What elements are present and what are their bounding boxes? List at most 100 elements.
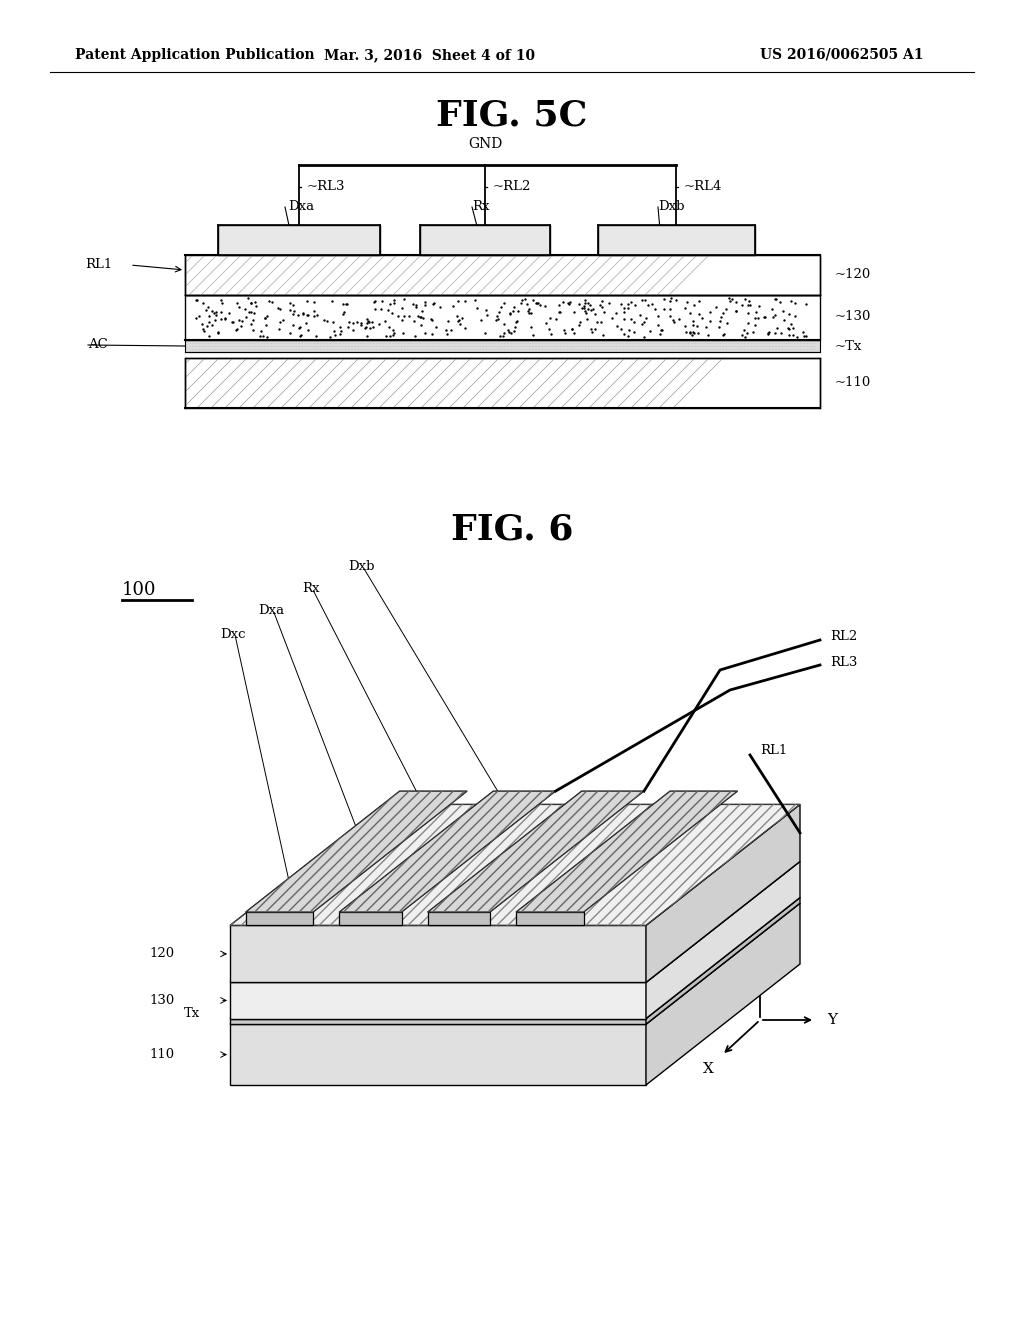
Point [623, 308, 639, 329]
Bar [598, 224, 755, 255]
Polygon shape [646, 903, 800, 1085]
Point [712, 310, 728, 331]
Point [740, 294, 757, 315]
Point [501, 321, 517, 342]
Point [572, 312, 589, 333]
Point [423, 309, 439, 330]
Point [241, 301, 257, 322]
Point [285, 314, 301, 335]
Point [780, 304, 797, 325]
Point [217, 308, 233, 329]
Point [327, 325, 343, 346]
Point [624, 290, 640, 312]
Point [783, 314, 800, 335]
Point [336, 302, 352, 323]
Text: Dxb: Dxb [348, 561, 375, 573]
Point [237, 298, 253, 319]
Point [227, 319, 244, 341]
Point [357, 318, 374, 339]
Point [685, 310, 701, 331]
Point [293, 325, 309, 346]
Point [248, 296, 264, 317]
Point [739, 302, 756, 323]
Point [413, 306, 429, 327]
Point [208, 304, 224, 325]
Point [365, 312, 381, 333]
Point [263, 292, 280, 313]
Point [344, 312, 360, 333]
Point [587, 319, 603, 341]
Point [224, 312, 241, 333]
Point [666, 312, 682, 333]
Bar [185, 294, 820, 341]
Point [500, 319, 516, 341]
Point [522, 317, 539, 338]
Point [255, 326, 271, 347]
Point [583, 318, 599, 339]
Point [214, 292, 230, 313]
Point [502, 302, 518, 323]
Text: ~RL4: ~RL4 [684, 181, 722, 194]
Point [681, 321, 697, 342]
Point [649, 314, 666, 335]
Point [701, 310, 718, 331]
Point [390, 305, 407, 326]
Point [756, 306, 772, 327]
Point [201, 306, 217, 327]
Point [246, 319, 262, 341]
Point [785, 318, 802, 339]
Point [259, 326, 275, 347]
Point [608, 315, 625, 337]
Point [438, 319, 455, 341]
Point [386, 292, 402, 313]
Point [636, 312, 652, 333]
Point [580, 298, 596, 319]
Point [190, 305, 207, 326]
Point [285, 294, 301, 315]
Polygon shape [230, 903, 800, 1024]
Point [200, 297, 216, 318]
Point [221, 302, 238, 323]
Point [711, 317, 727, 338]
Point [425, 292, 441, 313]
Point [738, 323, 755, 345]
Point [383, 302, 399, 323]
Point [260, 290, 276, 312]
Point [655, 298, 672, 319]
Point [468, 297, 484, 318]
Point [780, 325, 797, 346]
Point [663, 305, 679, 326]
Point [295, 302, 311, 323]
Point [477, 322, 494, 343]
Text: RL1: RL1 [85, 259, 113, 272]
Point [335, 293, 351, 314]
Point [506, 321, 522, 342]
Point [620, 297, 636, 318]
Point [700, 325, 717, 346]
Point [637, 289, 653, 310]
Point [213, 289, 229, 310]
Point [768, 317, 784, 338]
Point [787, 305, 804, 326]
Text: US 2016/0062505 A1: US 2016/0062505 A1 [760, 48, 924, 62]
Point [377, 310, 393, 331]
Point [252, 326, 268, 347]
Point [382, 325, 398, 346]
Point [752, 296, 768, 317]
Point [745, 322, 762, 343]
Point [760, 322, 776, 343]
Point [243, 314, 259, 335]
Point [612, 293, 629, 314]
Point [781, 318, 798, 339]
Point [243, 293, 259, 314]
Point [406, 310, 422, 331]
Point [788, 326, 805, 347]
Point [202, 312, 218, 333]
Point [507, 317, 523, 338]
Point [282, 292, 298, 313]
Point [734, 325, 751, 346]
Point [358, 308, 375, 329]
Point [679, 292, 695, 313]
Point [508, 310, 524, 331]
Text: ~130: ~130 [835, 310, 871, 323]
